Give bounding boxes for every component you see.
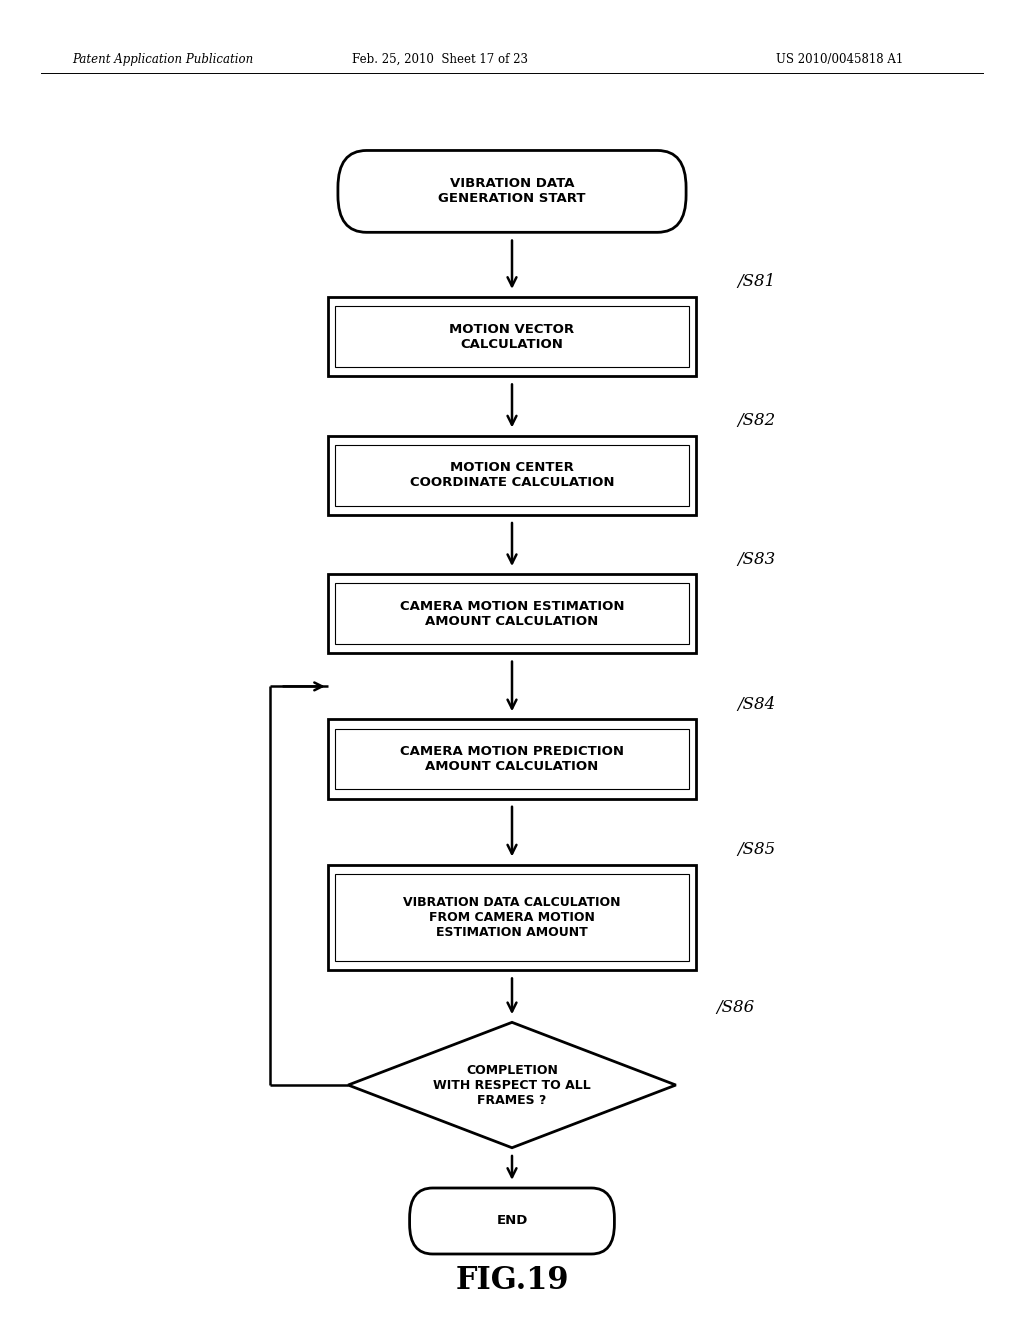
Text: MOTION CENTER
COORDINATE CALCULATION: MOTION CENTER COORDINATE CALCULATION (410, 461, 614, 490)
Text: Patent Application Publication: Patent Application Publication (72, 53, 253, 66)
Polygon shape (348, 1022, 676, 1147)
Text: CAMERA MOTION ESTIMATION
AMOUNT CALCULATION: CAMERA MOTION ESTIMATION AMOUNT CALCULAT… (399, 599, 625, 628)
Bar (335, 445, 689, 506)
Text: VIBRATION DATA
GENERATION START: VIBRATION DATA GENERATION START (438, 177, 586, 206)
Text: FIG.19: FIG.19 (456, 1265, 568, 1296)
Text: /S86: /S86 (717, 999, 755, 1016)
Bar (335, 874, 689, 961)
Text: /S84: /S84 (737, 696, 775, 713)
Bar (328, 297, 696, 376)
Bar (335, 306, 689, 367)
Text: COMPLETION
WITH RESPECT TO ALL
FRAMES ?: COMPLETION WITH RESPECT TO ALL FRAMES ? (433, 1064, 591, 1106)
Bar (328, 436, 696, 515)
Bar (328, 865, 696, 970)
Text: /S81: /S81 (737, 273, 775, 290)
Text: US 2010/0045818 A1: US 2010/0045818 A1 (776, 53, 903, 66)
Text: /S83: /S83 (737, 550, 775, 568)
Text: MOTION VECTOR
CALCULATION: MOTION VECTOR CALCULATION (450, 322, 574, 351)
Bar (335, 729, 689, 789)
Text: VIBRATION DATA CALCULATION
FROM CAMERA MOTION
ESTIMATION AMOUNT: VIBRATION DATA CALCULATION FROM CAMERA M… (403, 896, 621, 939)
Text: CAMERA MOTION PREDICTION
AMOUNT CALCULATION: CAMERA MOTION PREDICTION AMOUNT CALCULAT… (400, 744, 624, 774)
FancyBboxPatch shape (410, 1188, 614, 1254)
Text: /S82: /S82 (737, 412, 775, 429)
Bar (335, 583, 689, 644)
Bar (328, 719, 696, 799)
Text: Feb. 25, 2010  Sheet 17 of 23: Feb. 25, 2010 Sheet 17 of 23 (352, 53, 528, 66)
FancyBboxPatch shape (338, 150, 686, 232)
Text: END: END (497, 1214, 527, 1228)
Bar (328, 574, 696, 653)
Text: /S85: /S85 (737, 841, 775, 858)
